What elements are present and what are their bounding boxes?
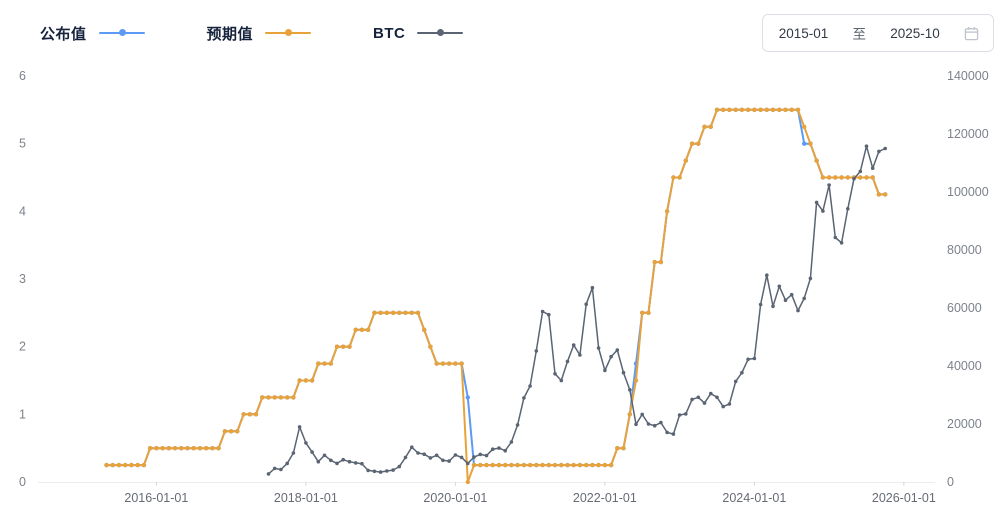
y-right-tick-label: 140000: [947, 69, 989, 83]
chart-canvas: 2016-01-01 2018-01-01 2020-01-01 2022-01-01…: [19, 69, 989, 505]
y-left-tick-label: 4: [19, 204, 26, 218]
legend-dot-icon: [285, 29, 293, 36]
legend-item-btc[interactable]: BTC: [373, 24, 464, 42]
date-range-separator: 至: [852, 27, 867, 42]
x-tick-label: 2022-01-01: [573, 491, 637, 505]
y-right-tick-label: 60000: [947, 301, 982, 315]
y-left-tick-label: 2: [19, 340, 26, 354]
x-tick-label: 2026-01-01: [872, 491, 936, 505]
date-range-end[interactable]: 2025-10: [890, 25, 940, 41]
x-tick-label: 2024-01-01: [722, 491, 786, 505]
y-right-tick-label: 100000: [947, 185, 989, 199]
y-left-tick-label: 6: [19, 69, 26, 83]
legend-dot-icon: [437, 29, 445, 36]
legend-marker-expected: [265, 29, 312, 37]
x-axis: 2016-01-01 2018-01-01 2020-01-01 2022-01-01…: [38, 482, 936, 505]
x-tick-label: 2016-01-01: [124, 491, 188, 505]
chart-header: 公布值 预期值 BTC 2015-01 至 2025-10: [0, 0, 1004, 56]
y-right-tick-label: 40000: [947, 359, 982, 373]
legend-marker-announced: [98, 29, 145, 37]
y-left-tick-label: 0: [19, 475, 26, 489]
series-btc: [266, 144, 887, 476]
legend-label-expected: 预期值: [206, 25, 254, 43]
y-axis-left: 0 1 2 3 4 5 6: [19, 69, 26, 489]
y-right-tick-label: 120000: [947, 127, 989, 141]
date-range-picker[interactable]: 2015-01 至 2025-10: [761, 14, 994, 52]
x-tick-label: 2018-01-01: [274, 491, 338, 505]
y-right-tick-label: 0: [947, 475, 954, 489]
x-tick-label: 2020-01-01: [423, 491, 487, 505]
calendar-icon[interactable]: [964, 26, 979, 41]
y-left-tick-label: 1: [19, 407, 26, 421]
y-axis-right: 0 20000 40000 60000 80000 100000 120000 140000: [947, 69, 989, 489]
rate-btc-chart: 2016-01-01 2018-01-01 2020-01-01 2022-01-01…: [0, 56, 1004, 514]
date-range-start[interactable]: 2015-01: [778, 25, 829, 41]
legend-label-btc: BTC: [373, 24, 406, 42]
y-right-tick-label: 80000: [947, 243, 982, 257]
legend-dot-icon: [118, 29, 126, 36]
legend-item-announced[interactable]: 公布值: [40, 23, 145, 44]
legend-marker-btc: [417, 29, 464, 37]
y-left-tick-label: 5: [19, 137, 26, 151]
series-expected: [104, 107, 888, 485]
legend: 公布值 预期值 BTC: [40, 23, 525, 44]
legend-label-announced: 公布值: [40, 25, 87, 43]
y-right-tick-label: 20000: [947, 417, 982, 431]
y-left-tick-label: 3: [19, 272, 26, 286]
legend-item-expected[interactable]: 预期值: [207, 23, 312, 44]
